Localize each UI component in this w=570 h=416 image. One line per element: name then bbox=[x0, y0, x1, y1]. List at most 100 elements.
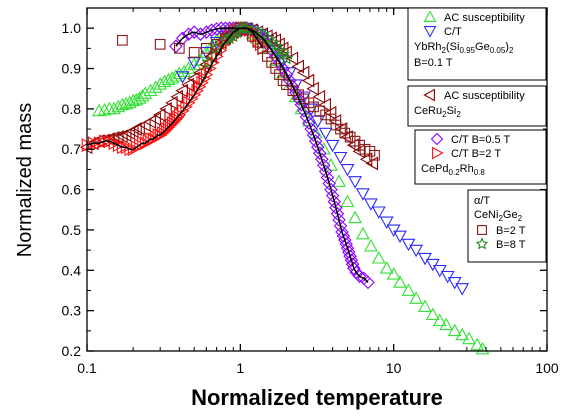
data-point bbox=[318, 127, 333, 141]
data-point bbox=[297, 91, 311, 104]
data-point bbox=[282, 67, 297, 80]
data-point bbox=[393, 275, 407, 288]
series-6 bbox=[201, 20, 294, 69]
y-tick-label: 0.6 bbox=[62, 182, 82, 198]
data-point bbox=[291, 59, 304, 74]
data-point bbox=[432, 264, 447, 278]
data-point bbox=[340, 164, 355, 177]
data-point bbox=[347, 261, 361, 276]
data-point bbox=[276, 61, 290, 76]
data-point bbox=[294, 98, 309, 112]
data-point bbox=[447, 323, 462, 337]
data-point bbox=[277, 75, 289, 86]
data-point bbox=[119, 96, 134, 110]
data-point bbox=[425, 307, 440, 321]
data-point bbox=[330, 207, 345, 221]
data-point bbox=[418, 299, 432, 312]
data-point bbox=[181, 77, 194, 92]
data-point bbox=[455, 283, 470, 296]
data-point bbox=[302, 116, 316, 130]
data-point bbox=[425, 258, 440, 272]
data-point bbox=[165, 95, 178, 110]
data-point bbox=[266, 57, 277, 68]
data-point bbox=[97, 102, 112, 116]
data-point bbox=[315, 152, 329, 167]
data-point bbox=[138, 86, 153, 99]
data-point bbox=[439, 317, 454, 331]
data-point bbox=[170, 112, 184, 126]
data-point bbox=[218, 37, 231, 52]
y-tick-label: 0.3 bbox=[62, 303, 82, 319]
data-point bbox=[200, 43, 212, 54]
data-point bbox=[124, 142, 137, 157]
guide-curve bbox=[86, 27, 264, 151]
data-point bbox=[338, 233, 352, 247]
data-point bbox=[462, 331, 476, 345]
data-point bbox=[153, 107, 166, 122]
data-point bbox=[129, 92, 144, 106]
data-point bbox=[159, 101, 172, 116]
data-point bbox=[129, 122, 142, 137]
y-tick-label: 0.8 bbox=[62, 101, 82, 117]
x-axis-label: Normalized temperature bbox=[191, 385, 443, 410]
y-tick-label: 0.5 bbox=[62, 222, 82, 238]
data-point bbox=[322, 176, 336, 191]
data-point bbox=[165, 71, 180, 84]
data-point bbox=[274, 69, 285, 80]
x-tick-label: 1 bbox=[236, 360, 244, 376]
data-point bbox=[209, 40, 224, 55]
data-point bbox=[355, 188, 370, 201]
legend-label: C/T B=0.5 T bbox=[451, 134, 510, 146]
data-point bbox=[447, 277, 462, 290]
legend-label: B=8 T bbox=[496, 239, 526, 251]
legend-material: CeRu2Si2 bbox=[414, 105, 461, 119]
data-point bbox=[352, 269, 367, 284]
data-point bbox=[455, 327, 470, 341]
data-point bbox=[409, 244, 424, 258]
data-point bbox=[379, 216, 394, 230]
legend-label: AC susceptibility bbox=[444, 90, 525, 102]
data-point bbox=[188, 47, 200, 58]
data-point bbox=[156, 126, 170, 141]
data-point bbox=[311, 140, 325, 154]
data-point bbox=[339, 237, 353, 251]
data-point bbox=[299, 110, 314, 124]
legend-box bbox=[414, 129, 547, 185]
legend-box bbox=[407, 7, 547, 81]
legend-marker bbox=[430, 132, 444, 146]
legend-label: C/T B=2 T bbox=[451, 148, 501, 160]
y-tick-label: 0.7 bbox=[62, 141, 82, 157]
data-point bbox=[143, 83, 158, 97]
data-point bbox=[327, 194, 342, 209]
data-point bbox=[116, 34, 128, 46]
data-point bbox=[286, 79, 300, 94]
data-point bbox=[204, 61, 217, 76]
data-point bbox=[318, 164, 333, 179]
legend-marker bbox=[423, 26, 437, 38]
data-point bbox=[340, 130, 353, 145]
data-point bbox=[332, 174, 346, 187]
data-point bbox=[386, 224, 401, 238]
data-point bbox=[334, 122, 348, 137]
data-point bbox=[440, 270, 455, 284]
data-point bbox=[348, 176, 363, 189]
data-point bbox=[332, 213, 346, 227]
data-point bbox=[348, 210, 363, 224]
data-point bbox=[340, 194, 355, 208]
data-point bbox=[198, 71, 212, 86]
data-point bbox=[279, 67, 294, 82]
data-point bbox=[306, 128, 321, 142]
data-point bbox=[177, 103, 190, 118]
data-point bbox=[285, 51, 299, 66]
legend-marker bbox=[477, 225, 487, 235]
data-point bbox=[175, 71, 190, 84]
data-point bbox=[226, 28, 241, 43]
data-point bbox=[401, 238, 416, 252]
data-point bbox=[169, 39, 183, 54]
legend: AC susceptibility C/T YbRh2(Si0.95Ge0.05)2… bbox=[407, 7, 547, 263]
y-tick-label: 1.0 bbox=[62, 20, 82, 36]
data-point bbox=[154, 38, 166, 50]
data-point bbox=[325, 188, 340, 203]
data-point bbox=[181, 61, 196, 74]
plot-frame bbox=[86, 7, 548, 352]
